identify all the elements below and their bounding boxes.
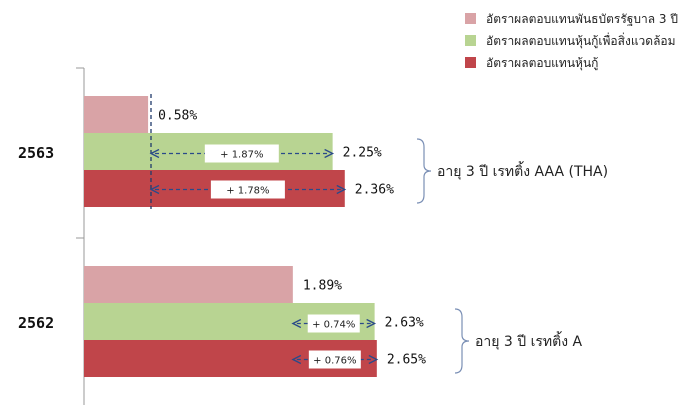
legend-swatch-3	[465, 57, 476, 68]
value-label-2562-series-3: 2.65%	[387, 353, 426, 368]
annotation-2562: อายุ 3 ปี เรทติ้ง A	[475, 331, 583, 350]
value-label-2563-series-1: 0.58%	[158, 109, 197, 124]
bracket-2563	[416, 138, 432, 204]
spread-arrow-green-2563-head-left	[149, 148, 160, 159]
spread-arrow-corp-2563-head-right	[336, 184, 347, 195]
bar-2562-series-1	[84, 266, 293, 303]
value-label-2563-series-2: 2.25%	[343, 146, 382, 161]
spread-arrow-corp-2562-head-left	[291, 354, 302, 365]
legend-label-3: อัตราผลตอบแทนหุ้นกู้	[486, 56, 598, 71]
spread-label-green-2562-box	[307, 314, 360, 333]
spread-arrow-green-2562-head-right	[366, 318, 377, 329]
legend-swatch-2	[465, 35, 476, 46]
spread-arrow-green-2562-head-left	[291, 318, 302, 329]
spread-label-green-2562-text: + 0.74%	[312, 320, 355, 331]
bar-2563-series-1	[84, 96, 149, 133]
spread-arrow-corp-2563-head-left	[149, 184, 160, 195]
legend-label-2: อัตราผลตอบแทนหุ้นกู้เพื่อสิ่งแวดล้อม	[486, 32, 676, 49]
value-label-2563-series-3: 2.36%	[355, 183, 394, 198]
value-label-2562-series-2: 2.63%	[385, 316, 424, 331]
value-label-2562-series-1: 1.89%	[303, 279, 342, 294]
spread-label-corp-2562-text: + 0.76%	[313, 356, 356, 367]
spread-arrow-corp-2562-head-right	[368, 354, 379, 365]
spread-label-green-2563-box	[204, 144, 279, 163]
spread-arrow-green-2563-head-right	[324, 148, 335, 159]
spread-label-corp-2563-text: + 1.78%	[226, 186, 269, 197]
annotation-2563: อายุ 3 ปี เรทติ้ง AAA (THA)	[437, 161, 608, 180]
category-label-2562: 2562	[18, 314, 54, 332]
spread-label-corp-2562-box	[308, 350, 361, 369]
spread-label-corp-2563-box	[210, 180, 285, 199]
category-label-2563: 2563	[18, 144, 54, 162]
bracket-2562	[454, 308, 470, 374]
spread-label-green-2563-text: + 1.87%	[220, 150, 263, 161]
legend-swatch-1	[465, 13, 476, 24]
legend-label-1: อัตราผลตอบแทนพันธบัตรรัฐบาล 3 ปี	[486, 12, 678, 26]
